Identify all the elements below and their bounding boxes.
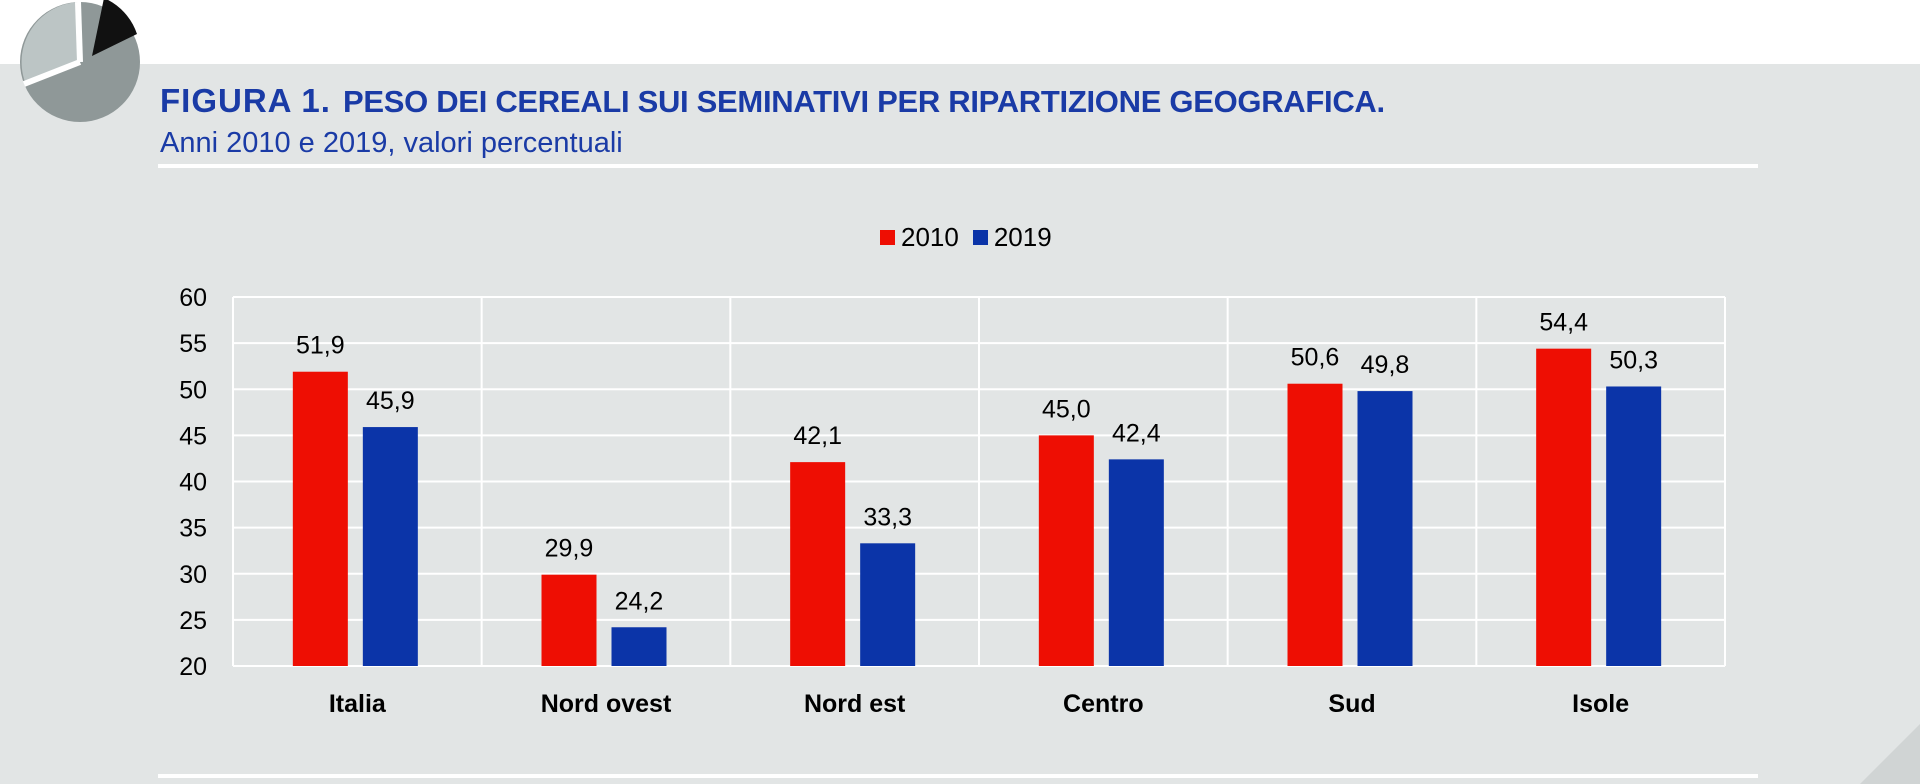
y-tick-label: 25 <box>179 607 207 635</box>
bar-2010 <box>790 462 846 666</box>
data-label-2019: 50,3 <box>1609 346 1658 374</box>
bar-2010 <box>1038 435 1094 666</box>
figure-title-text: PESO DEI CEREALI SUI SEMINATIVI PER RIPA… <box>342 84 1377 119</box>
page-corner-fold <box>1860 724 1920 784</box>
y-tick-label: 55 <box>179 330 207 358</box>
bar-2019 <box>611 627 667 666</box>
category-label: Sud <box>1328 690 1375 718</box>
bar-2010 <box>292 371 348 666</box>
footer-divider <box>158 774 1758 778</box>
y-tick-label: 45 <box>179 422 207 450</box>
legend-swatch-2010 <box>880 230 895 245</box>
bar-2010 <box>1536 348 1592 666</box>
legend-label-2010: 2010 <box>901 222 959 252</box>
figure-title-end: . <box>1376 84 1386 119</box>
legend-item-2019: 2019 <box>972 222 1052 253</box>
figure-label: FIGURA 1. <box>160 82 331 119</box>
data-label-2019: 42,4 <box>1112 419 1161 447</box>
category-label: Isole <box>1572 690 1629 718</box>
chart-legend: 2010 2019 <box>880 222 1066 253</box>
figure-title: FIGURA 1. PESO DEI CEREALI SUI SEMINATIVI… <box>160 82 1385 120</box>
legend-label-2019: 2019 <box>993 222 1052 252</box>
bar-2019 <box>1357 391 1413 666</box>
data-label-2019: 45,9 <box>366 387 415 415</box>
data-label-2019: 49,8 <box>1361 351 1410 379</box>
pie-chart-logo-icon <box>20 0 140 122</box>
bar-2019 <box>1108 459 1164 666</box>
y-tick-label: 40 <box>179 469 207 497</box>
y-tick-label: 20 <box>179 653 207 681</box>
bar-2019 <box>860 543 916 666</box>
data-label-2019: 33,3 <box>863 503 912 531</box>
data-label-2010: 50,6 <box>1291 344 1340 372</box>
bar-2019 <box>362 427 418 666</box>
data-label-2010: 51,9 <box>296 332 345 360</box>
legend-item-2010: 2010 <box>880 222 959 253</box>
figure-subtitle: Anni 2010 e 2019, valori percentuali <box>160 127 623 159</box>
header-divider <box>158 164 1758 168</box>
legend-swatch-2019 <box>972 230 988 245</box>
category-label: Nord est <box>804 690 906 718</box>
bar-2010 <box>541 574 597 666</box>
category-label: Nord ovest <box>541 690 672 718</box>
y-tick-label: 35 <box>179 515 207 543</box>
bar-2010 <box>1287 383 1343 666</box>
bar-2019 <box>1606 386 1662 666</box>
data-label-2010: 54,4 <box>1539 309 1588 337</box>
data-label-2010: 45,0 <box>1042 395 1091 423</box>
y-tick-label: 50 <box>179 376 207 404</box>
y-tick-label: 60 <box>179 284 207 312</box>
data-label-2019: 24,2 <box>615 587 664 615</box>
data-label-2010: 29,9 <box>545 535 594 563</box>
category-label: Centro <box>1063 690 1144 718</box>
category-label: Italia <box>329 690 387 718</box>
y-tick-label: 30 <box>179 561 207 589</box>
data-label-2010: 42,1 <box>793 422 842 450</box>
